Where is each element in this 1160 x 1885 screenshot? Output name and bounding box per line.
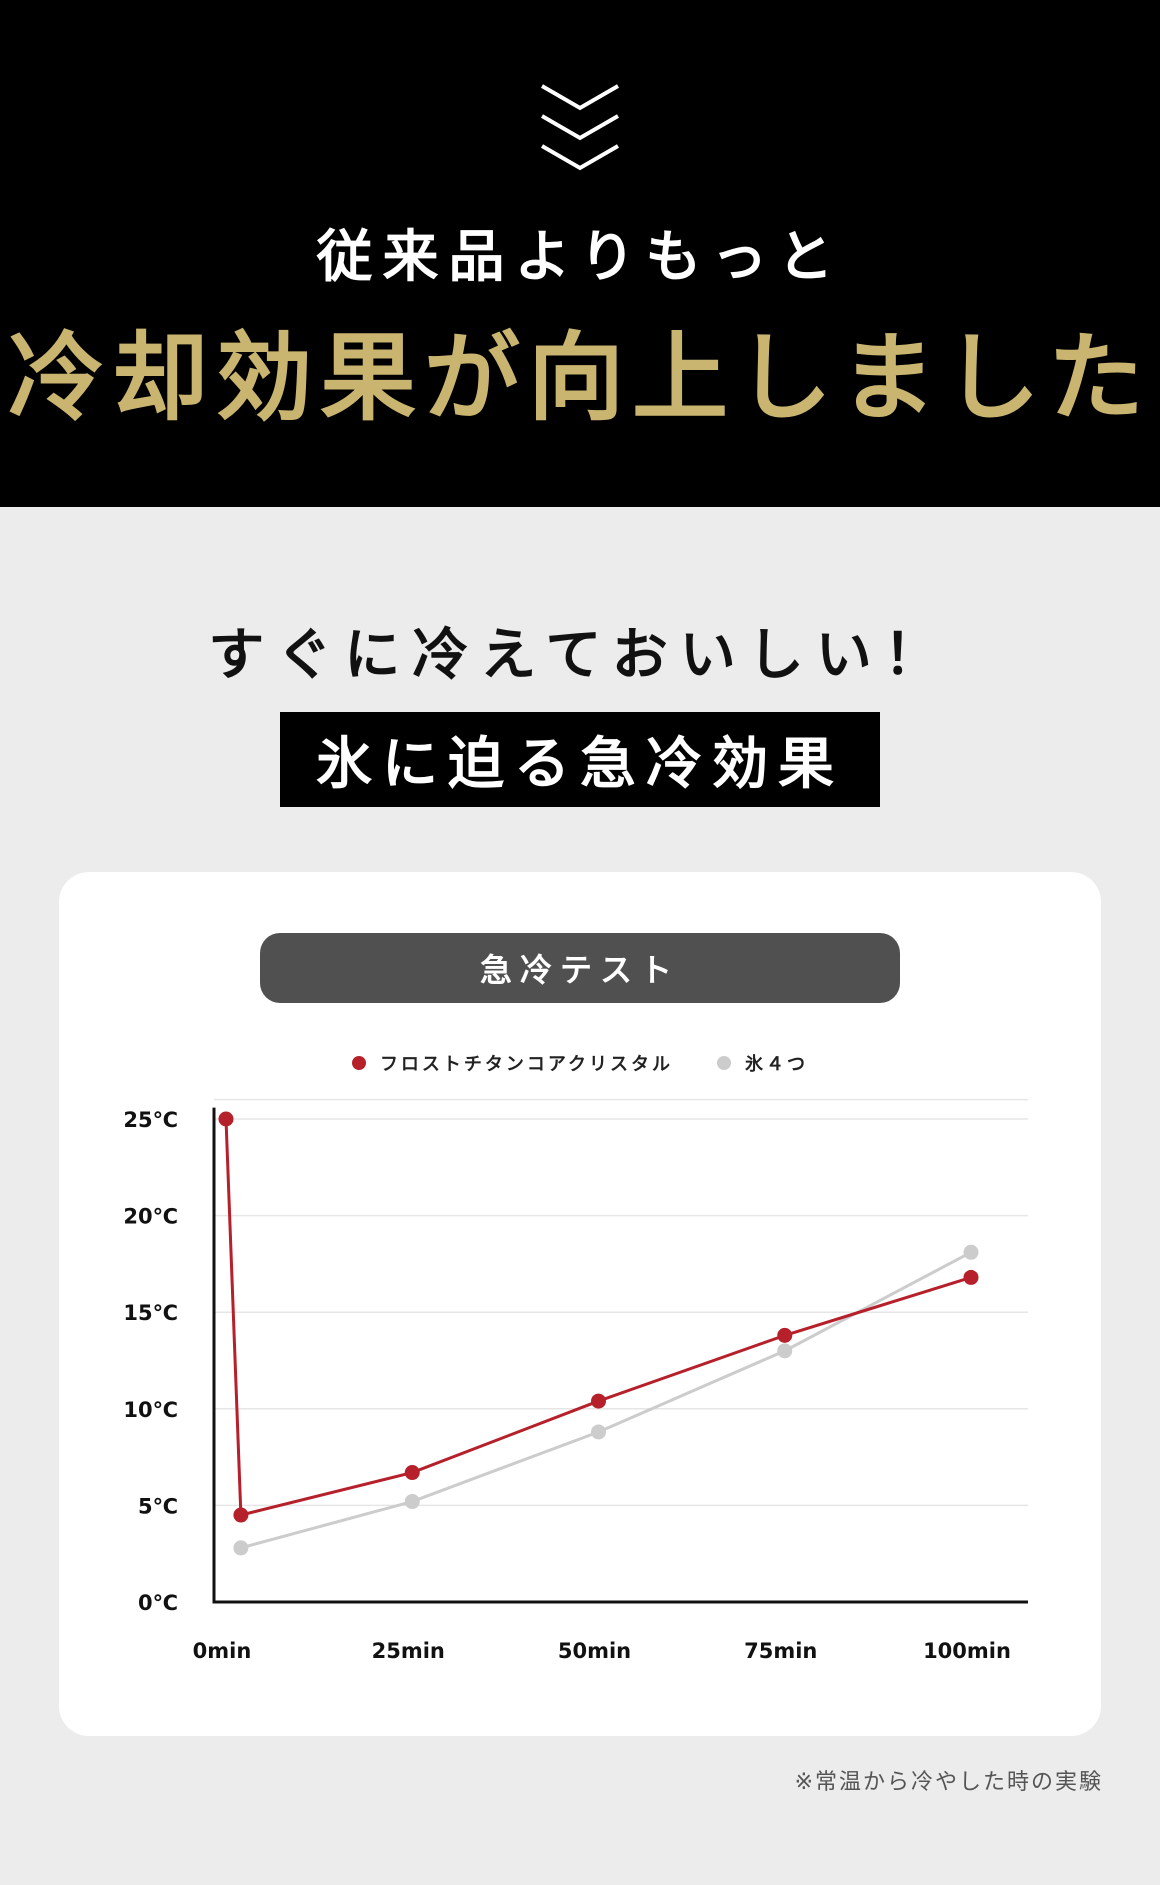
y-tick-label: 5℃: [138, 1494, 178, 1518]
data-point: [963, 1269, 979, 1285]
series-line: [240, 1250, 972, 1550]
hero-headline: 冷却効果が向上しました: [8, 321, 1152, 434]
legend-marker-red: [351, 1056, 366, 1070]
chart-title: 急冷テスト: [260, 933, 900, 1003]
data-point: [963, 1244, 979, 1260]
line-chart: 0℃ 5℃ 10℃ 15℃ 20℃ 25℃ 0min 25min 50min 75min 100mi…: [123, 1098, 1028, 1663]
legend-label: フロストチタンコアクリスタル: [379, 1054, 674, 1075]
data-point: [233, 1507, 249, 1523]
legend-item: 氷４つ: [717, 1050, 808, 1076]
data-point: [218, 1111, 234, 1127]
legend-label: 氷４つ: [745, 1054, 809, 1075]
x-tick-label: 75min: [744, 1639, 817, 1663]
triple-chevron-down-icon: [540, 84, 620, 171]
legend-marker-gray: [717, 1056, 732, 1070]
data-point: [591, 1393, 606, 1409]
hero-banner: 従来品よりもっと 冷却効果が向上しました: [0, 0, 1160, 507]
x-tick-label: 50min: [558, 1639, 631, 1663]
y-tick-label: 10℃: [123, 1398, 178, 1422]
section-subtitle: すぐに冷えておいしい！: [208, 622, 952, 688]
chart-legend: フロストチタンコアクリスタル 氷４つ: [0, 1050, 1160, 1076]
x-tick-label: 25min: [372, 1639, 445, 1663]
y-tick-label: 25℃: [123, 1108, 178, 1132]
data-point: [777, 1343, 793, 1359]
data-point: [404, 1494, 420, 1510]
footnote: ※常温から冷やした時の実験: [794, 1770, 1103, 1795]
series-line: [224, 1118, 972, 1517]
data-point: [777, 1327, 793, 1343]
data-point: [591, 1424, 606, 1440]
hero-line-1: 従来品よりもっと: [316, 224, 844, 290]
legend-item: フロストチタンコアクリスタル: [351, 1050, 674, 1076]
y-tick-label: 0℃: [138, 1591, 178, 1615]
section-headline: 氷に迫る急冷効果: [280, 712, 880, 807]
y-tick-label: 15℃: [123, 1301, 178, 1325]
x-tick-label: 100min: [923, 1639, 1011, 1663]
data-point: [233, 1540, 249, 1556]
x-tick-label: 0min: [193, 1639, 252, 1663]
data-point: [404, 1465, 420, 1481]
y-tick-label: 20℃: [123, 1205, 178, 1229]
